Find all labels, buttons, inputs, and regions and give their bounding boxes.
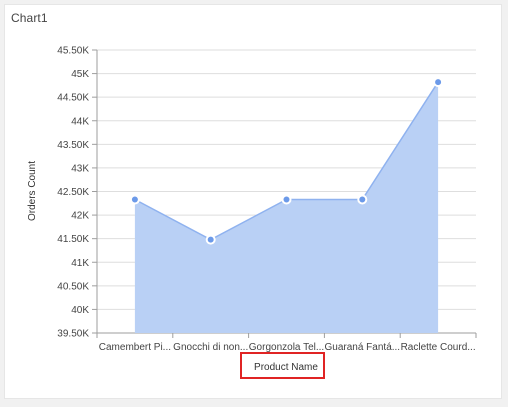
y-tick-label: 44K xyxy=(71,116,89,127)
data-point-marker[interactable] xyxy=(357,194,368,205)
y-tick-label: 40.50K xyxy=(57,281,89,292)
y-tick-label: 45.50K xyxy=(57,46,89,57)
y-tick-label: 42K xyxy=(71,211,89,222)
y-axis-title: Orders Count xyxy=(27,161,38,221)
data-point-marker[interactable] xyxy=(129,194,140,205)
xlabel-highlight-box xyxy=(240,352,325,379)
data-point-marker[interactable] xyxy=(433,77,444,88)
y-tick-label: 41K xyxy=(71,258,89,269)
x-tick-label: Gorgonzola Tel... xyxy=(249,342,324,353)
x-tick-label: Raclette Courd... xyxy=(401,342,476,353)
y-tick-label: 41.50K xyxy=(57,234,89,245)
y-tick-label: 45K xyxy=(71,69,89,80)
y-tick-label: 39.50K xyxy=(57,329,89,340)
x-tick-label: Guaraná Fantá... xyxy=(324,342,400,353)
y-tick-label: 43.50K xyxy=(57,140,89,151)
y-tick-label: 42.50K xyxy=(57,187,89,198)
chart-title: Chart1 xyxy=(11,11,48,25)
x-axis-title: Product Name xyxy=(254,362,318,373)
data-point-marker[interactable] xyxy=(205,234,216,245)
x-tick-label: Camembert Pi... xyxy=(99,342,171,353)
y-tick-label: 43K xyxy=(71,163,89,174)
series-area xyxy=(134,82,439,333)
x-tick-label: Gnocchi di non... xyxy=(173,342,248,353)
y-tick-label: 44.50K xyxy=(57,93,89,104)
y-tick-label: 40K xyxy=(71,305,89,316)
data-point-marker[interactable] xyxy=(281,194,292,205)
